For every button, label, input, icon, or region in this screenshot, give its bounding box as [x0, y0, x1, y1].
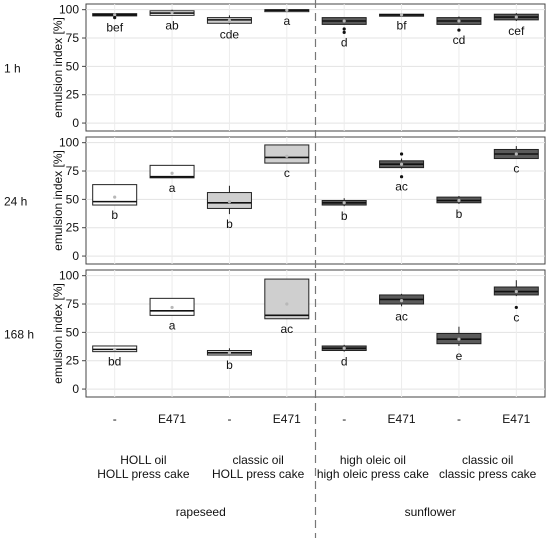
y-tick-label: 50: [66, 59, 80, 73]
mean-point: [170, 10, 174, 15]
panel-label: 1 h: [4, 62, 21, 76]
mean-point: [170, 305, 174, 310]
x-tick-label: -: [227, 412, 231, 426]
group-label-line1: classic oil: [462, 453, 513, 467]
group-label-line1: HOLL oil: [120, 453, 166, 467]
box: [264, 278, 310, 320]
significance-letter: a: [169, 181, 176, 195]
y-tick-label: 100: [59, 136, 79, 150]
mean-point: [342, 346, 346, 350]
mean-point: [227, 351, 232, 355]
x-tick-label: -: [457, 412, 461, 426]
y-tick-label: 75: [66, 297, 80, 311]
mean-point: [399, 299, 404, 303]
significance-letter: c: [284, 166, 290, 180]
significance-letter: c: [513, 310, 519, 324]
y-tick-label: 25: [66, 354, 80, 368]
species-label-sunflower: sunflower: [405, 505, 456, 519]
mean-point: [514, 289, 518, 294]
outlier-point: [514, 305, 518, 310]
significance-letter: a: [169, 318, 176, 332]
outlier-point: [399, 175, 404, 179]
group-label-line1: high oleic oil: [340, 453, 406, 467]
significance-letter: ab: [165, 18, 179, 32]
outlier-point: [399, 152, 404, 156]
significance-letter: bef: [106, 21, 123, 35]
box: [264, 144, 310, 164]
y-tick-label: 0: [72, 249, 79, 263]
y-tick-label: 0: [72, 116, 79, 130]
species-label-rapeseed: rapeseed: [176, 505, 226, 519]
y-tick-label: 75: [66, 164, 80, 178]
significance-letter: cef: [508, 24, 525, 38]
y-axis-label: emulsion index [%]: [51, 17, 65, 118]
mean-point: [285, 154, 289, 158]
group-label-line2: high oleic press cake: [317, 467, 429, 481]
significance-letter: ac: [395, 180, 408, 194]
y-tick-label: 100: [59, 3, 79, 17]
mean-point: [227, 18, 232, 23]
mean-point: [457, 198, 461, 203]
mean-point: [457, 19, 461, 23]
y-axis-label: emulsion index [%]: [51, 283, 65, 384]
box: [149, 164, 195, 179]
y-tick-label: 25: [66, 88, 80, 102]
significance-letter: cd: [453, 33, 466, 47]
group-label-line2: HOLL press cake: [212, 467, 305, 481]
mean-point: [457, 337, 461, 341]
y-tick-label: 50: [66, 325, 80, 339]
mean-point: [113, 195, 117, 199]
significance-letter: b: [341, 209, 348, 223]
significance-letter: bd: [108, 355, 121, 369]
mean-point: [514, 15, 518, 19]
mean-point: [342, 19, 346, 23]
mean-point: [285, 302, 289, 306]
mean-point: [227, 200, 232, 204]
y-axis-label: emulsion index [%]: [51, 150, 65, 251]
significance-letter: b: [226, 358, 233, 372]
mean-point: [399, 162, 404, 166]
significance-letter: bf: [397, 18, 408, 32]
mean-point: [399, 13, 404, 17]
x-tick-label: E471: [158, 412, 186, 426]
significance-letter: a: [283, 14, 290, 28]
outlier-point: [342, 27, 346, 31]
y-tick-label: 100: [59, 269, 79, 283]
outlier-point: [342, 30, 346, 34]
mean-point: [285, 8, 289, 12]
y-tick-label: 0: [72, 382, 79, 396]
significance-letter: ac: [395, 309, 408, 323]
x-tick-label: -: [113, 412, 117, 426]
mean-point: [113, 13, 117, 17]
mean-point: [113, 347, 117, 351]
group-label-line2: classic press cake: [439, 467, 537, 481]
x-tick-label: -: [342, 412, 346, 426]
mean-point: [342, 201, 346, 205]
x-tick-label: E471: [388, 412, 416, 426]
x-tick-label: E471: [502, 412, 530, 426]
box: [92, 184, 138, 206]
significance-letter: b: [456, 207, 463, 221]
group-label-line2: HOLL press cake: [97, 467, 190, 481]
significance-letter: b: [111, 208, 118, 222]
x-tick-label: E471: [273, 412, 301, 426]
outlier-point: [113, 16, 117, 20]
mean-point: [170, 171, 174, 175]
significance-letter: cde: [220, 27, 240, 41]
significance-letter: c: [513, 162, 519, 176]
y-tick-label: 25: [66, 221, 80, 235]
group-label-line1: classic oil: [232, 453, 283, 467]
significance-letter: d: [341, 355, 348, 369]
significance-letter: ac: [280, 322, 293, 336]
y-tick-label: 50: [66, 192, 80, 206]
significance-letter: d: [341, 35, 348, 49]
significance-letter: e: [456, 349, 463, 363]
panel-label: 24 h: [4, 195, 27, 209]
y-tick-label: 75: [66, 31, 80, 45]
mean-point: [514, 152, 518, 156]
significance-letter: b: [226, 217, 233, 231]
outlier-point: [457, 28, 461, 32]
panel-label: 168 h: [4, 328, 34, 342]
